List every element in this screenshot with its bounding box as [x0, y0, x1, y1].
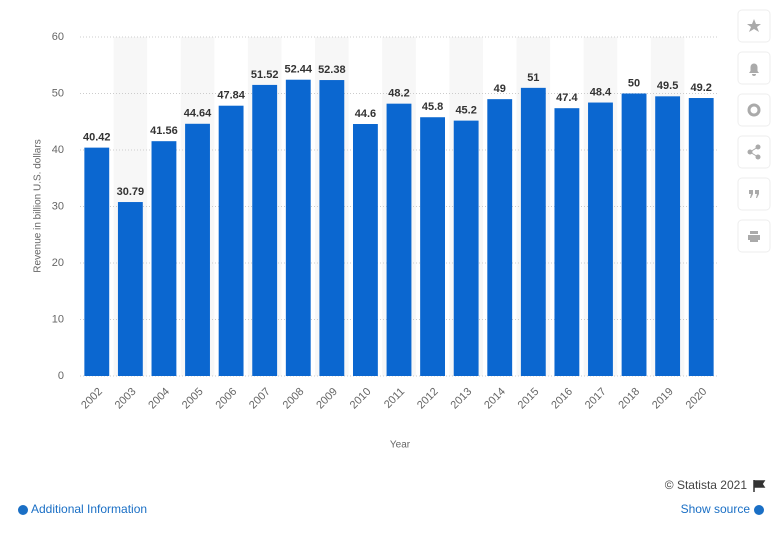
bar: [487, 99, 513, 377]
x-tick-label: 2007: [247, 386, 273, 412]
cite-button[interactable]: [737, 177, 771, 211]
value-label: 49.2: [690, 82, 711, 94]
bar: [84, 147, 110, 376]
marks: 2002 40.42 2003 30.79 2004 41.56 2005 44.64 2006…: [79, 64, 714, 412]
info-icon: [18, 505, 28, 515]
bar: [621, 93, 647, 376]
bar: [520, 87, 546, 376]
x-tick-label: 2016: [549, 386, 575, 412]
x-tick-label: 2002: [79, 386, 105, 412]
y-tick-label: 0: [58, 370, 64, 382]
x-tick-label: 2012: [415, 386, 441, 412]
print-icon: [748, 231, 760, 242]
star-icon: [747, 19, 761, 32]
share-button[interactable]: [737, 135, 771, 169]
bar: [453, 120, 479, 377]
value-label: 51.52: [251, 69, 279, 81]
x-tick-label: 2005: [180, 386, 206, 412]
value-label: 45.2: [455, 105, 476, 117]
bell-icon: [749, 63, 759, 76]
share-icon: [747, 144, 761, 160]
y-tick-label: 10: [52, 313, 64, 325]
value-label: 47.4: [556, 92, 578, 104]
bar: [117, 202, 143, 376]
y-tick-label: 50: [52, 87, 64, 99]
x-tick-label: 2015: [516, 386, 542, 412]
show-source-link[interactable]: Show source: [681, 502, 751, 516]
bar: [218, 105, 244, 376]
x-tick-label: 2020: [684, 386, 710, 412]
bar: [185, 123, 210, 376]
value-label: 41.56: [150, 125, 178, 137]
value-label: 52.38: [318, 64, 346, 76]
y-tick-label: 60: [52, 31, 64, 43]
value-label: 50: [628, 77, 640, 89]
value-label: 49: [494, 83, 506, 95]
x-tick-label: 2009: [314, 386, 340, 412]
bar: [285, 79, 311, 377]
x-tick-label: 2010: [348, 386, 374, 412]
bar: [420, 117, 446, 376]
y-tick-label: 40: [52, 144, 64, 156]
y-tick-label: 30: [52, 200, 64, 212]
value-label: 44.6: [355, 108, 376, 120]
y-axis-title: Revenue in billion U.S. dollars: [33, 139, 44, 272]
x-tick-label: 2006: [213, 386, 239, 412]
y-tick-label: 20: [52, 257, 64, 269]
side-buttons: [737, 9, 771, 253]
value-label: 44.64: [184, 108, 212, 120]
gear-icon: [747, 103, 761, 117]
bar: [688, 98, 714, 377]
value-label: 45.8: [422, 101, 443, 113]
value-label: 30.79: [117, 186, 145, 198]
bar: [252, 84, 278, 377]
value-label: 48.2: [388, 88, 409, 100]
info-icon: [754, 505, 764, 515]
copyright: © Statista 2021: [665, 478, 748, 492]
bar: [319, 80, 345, 376]
settings-button[interactable]: [737, 93, 771, 127]
x-tick-label: 2014: [482, 386, 508, 412]
value-label: 40.42: [83, 132, 111, 144]
value-label: 49.5: [657, 80, 678, 92]
bar: [352, 124, 378, 376]
x-tick-label: 2008: [281, 386, 307, 412]
bar: [588, 102, 613, 376]
x-tick-label: 2017: [583, 386, 609, 412]
quote-icon: [749, 190, 759, 198]
bar: [554, 108, 580, 376]
bar: [386, 103, 412, 377]
flag-icon: [753, 480, 766, 492]
x-tick-label: 2004: [146, 386, 172, 412]
x-tick-label: 2019: [650, 386, 676, 412]
x-tick-label: 2011: [382, 386, 407, 411]
x-tick-label: 2013: [449, 386, 475, 412]
value-label: 51: [527, 72, 539, 84]
additional-info-link[interactable]: Additional Information: [31, 502, 147, 516]
value-label: 52.44: [284, 64, 312, 76]
x-axis-title: Year: [390, 440, 411, 451]
x-tick-label: 2003: [113, 386, 139, 412]
value-label: 47.84: [217, 90, 245, 102]
bar: [151, 141, 177, 376]
x-tick-label: 2018: [616, 386, 642, 412]
value-label: 48.4: [590, 86, 612, 98]
bar: [655, 96, 681, 376]
